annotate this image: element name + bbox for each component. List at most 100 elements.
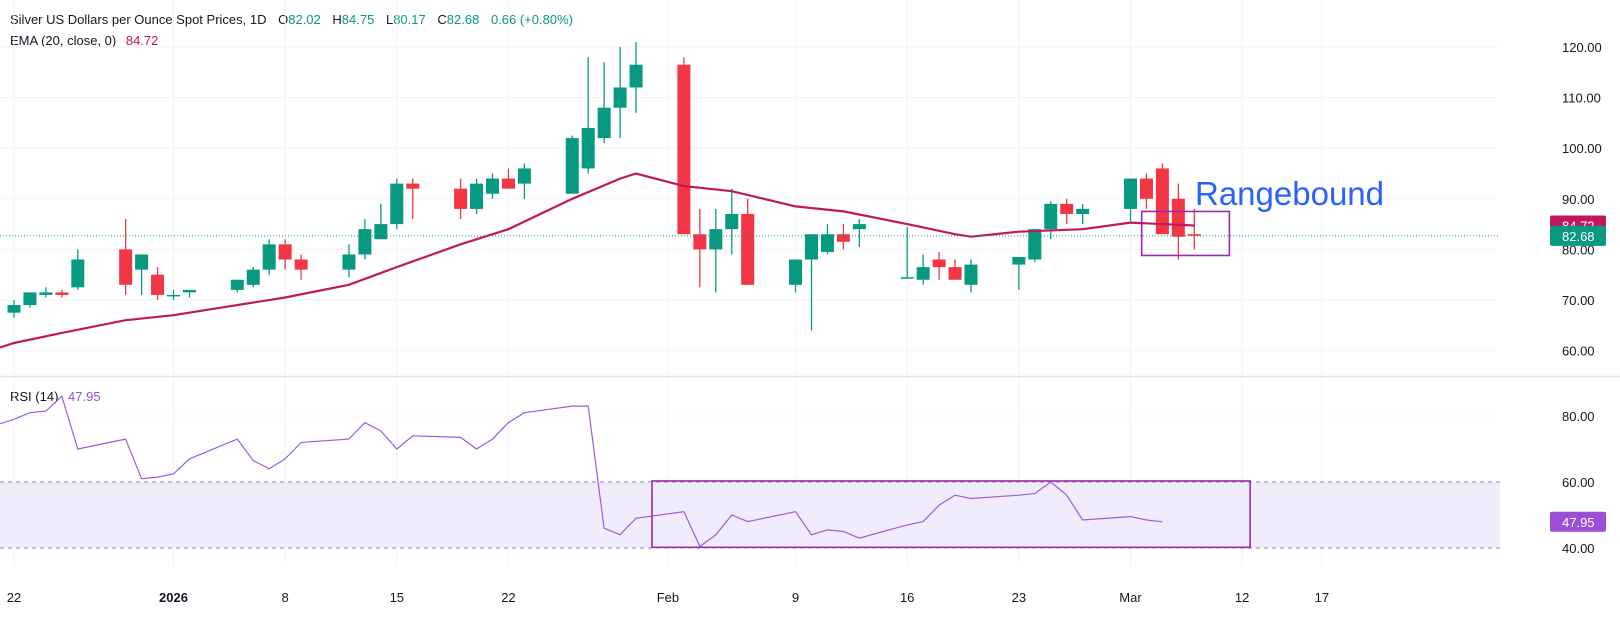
candle-body xyxy=(693,234,707,250)
rsi-tick-label: 60.00 xyxy=(1562,475,1595,490)
candle-body xyxy=(230,279,244,290)
candle xyxy=(7,300,21,318)
candle-body xyxy=(7,305,21,313)
candle xyxy=(167,289,180,300)
candle xyxy=(741,198,755,285)
time-tick-label: 15 xyxy=(390,590,404,605)
candle-body xyxy=(916,267,930,280)
candle xyxy=(230,279,244,293)
rsi-tick-label: 40.00 xyxy=(1562,541,1595,556)
price-tick-label: 60.00 xyxy=(1562,344,1595,359)
candle-body xyxy=(182,289,196,293)
candle-body xyxy=(565,138,579,194)
candle xyxy=(39,287,53,298)
candle-body xyxy=(406,183,420,189)
price-axis[interactable]: 120.00 110.00 100.00 90.00 80.00 70.00 60.00 xyxy=(1562,40,1602,359)
candle-body xyxy=(1155,168,1169,235)
time-tick-label: 9 xyxy=(792,590,799,605)
candle xyxy=(709,208,723,293)
candle-body xyxy=(501,178,515,189)
candle-body xyxy=(71,259,85,288)
candle-body xyxy=(119,249,133,285)
candle xyxy=(342,244,356,278)
close-label: C xyxy=(437,12,447,27)
candle-body xyxy=(820,234,834,252)
candle xyxy=(1171,183,1185,260)
time-tick-label: Mar xyxy=(1119,590,1142,605)
ema-value: 84.72 xyxy=(125,33,159,48)
candle-body xyxy=(151,274,165,295)
candle xyxy=(964,259,978,293)
candle xyxy=(278,239,292,270)
price-tick-label: 100.00 xyxy=(1562,141,1602,156)
candle xyxy=(454,178,468,220)
candle xyxy=(246,267,260,288)
candle-body xyxy=(23,292,37,306)
candle-body xyxy=(581,127,595,169)
candle xyxy=(151,267,165,300)
candle xyxy=(932,251,946,280)
candle xyxy=(900,226,914,279)
candle-body xyxy=(470,183,484,209)
candle-body xyxy=(597,107,611,139)
candle-body xyxy=(741,213,755,285)
open-value: 82.02 xyxy=(288,12,321,27)
candle-body xyxy=(629,64,643,88)
candle xyxy=(677,57,691,235)
range-box-price[interactable] xyxy=(1140,210,1231,257)
price-tick-label: 120.00 xyxy=(1562,40,1602,55)
price-tick-label: 110.00 xyxy=(1562,91,1601,106)
candle-body xyxy=(805,234,818,260)
candle xyxy=(1012,256,1026,290)
time-tick-label: 17 xyxy=(1315,590,1329,605)
rsi-line xyxy=(0,395,1163,548)
candle xyxy=(1060,198,1074,225)
symbol-title: Silver US Dollars per Ounce Spot Prices,… xyxy=(10,12,267,27)
candle-body xyxy=(1060,203,1074,214)
candle xyxy=(470,178,484,214)
candle xyxy=(1044,201,1058,240)
candle xyxy=(358,219,372,260)
rsi-legend-value: 47.95 xyxy=(68,389,101,404)
candle xyxy=(565,135,579,194)
candle-body xyxy=(948,267,962,280)
candle-body xyxy=(1044,203,1058,230)
candle xyxy=(406,178,420,220)
candle xyxy=(820,224,834,255)
candle-body xyxy=(852,224,866,230)
candle xyxy=(262,239,276,275)
time-axis[interactable]: 22 2026 8 15 22 Feb 9 16 23 Mar 12 17 xyxy=(7,590,1329,605)
candle-body xyxy=(342,254,356,270)
candle xyxy=(135,254,149,295)
close-value: 82.68 xyxy=(446,12,480,27)
candle xyxy=(1028,229,1042,263)
chart-legend: Silver US Dollars per Ounce Spot Prices,… xyxy=(10,12,573,27)
candle xyxy=(916,254,930,285)
candle-body xyxy=(454,188,468,209)
candle xyxy=(948,259,962,280)
time-tick-label: 2026 xyxy=(159,590,188,605)
time-tick-label: 12 xyxy=(1235,590,1249,605)
candle xyxy=(1139,173,1153,209)
rangebound-annotation[interactable]: Rangebound xyxy=(1195,175,1384,212)
candle xyxy=(486,173,499,199)
change-value: 0.66 (+0.80%) xyxy=(490,12,573,27)
rsi-value-label-text: 47.95 xyxy=(1562,515,1595,530)
ema-legend: EMA (20, close, 0) 84.72 xyxy=(10,33,158,48)
candle-body xyxy=(1139,178,1153,199)
candle xyxy=(805,234,818,331)
candle-body xyxy=(1012,256,1026,265)
close-price-label-text: 82.68 xyxy=(1562,229,1595,244)
range-box-rsi[interactable] xyxy=(651,480,1251,549)
candle xyxy=(501,168,515,189)
time-tick-label: 16 xyxy=(900,590,914,605)
price-tick-label: 80.00 xyxy=(1562,242,1595,257)
rsi-axis[interactable]: 80.00 60.00 40.00 xyxy=(1562,409,1595,556)
time-tick-label: 23 xyxy=(1012,590,1026,605)
candle xyxy=(182,289,196,298)
candle-body xyxy=(789,259,803,285)
candle-body xyxy=(246,269,260,285)
candle xyxy=(71,249,85,290)
candle xyxy=(517,163,531,199)
